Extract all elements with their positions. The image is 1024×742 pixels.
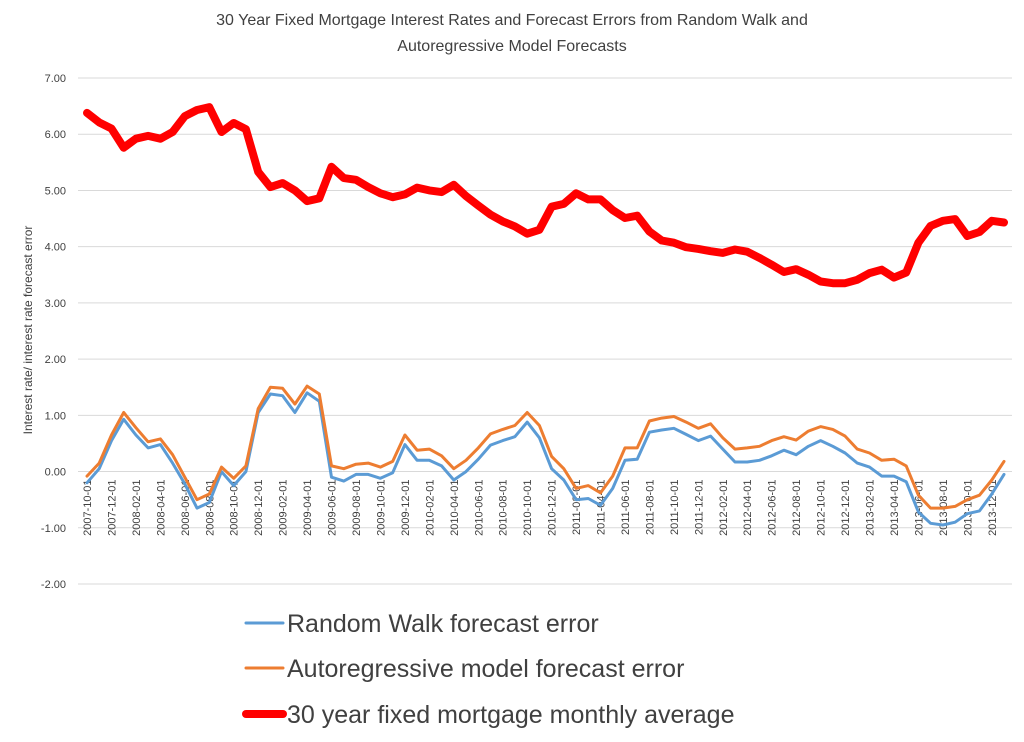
x-tick-label: 2010-06-01 bbox=[473, 480, 485, 536]
x-tick-label: 2010-08-01 bbox=[498, 480, 510, 536]
chart-title-line-2: Autoregressive Model Forecasts bbox=[397, 38, 626, 55]
x-tick-label: 2011-12-01 bbox=[693, 480, 705, 535]
x-axis-ticks: 2007-10-01 2007-12-01 2008-02-01 2008-04-01… bbox=[82, 480, 999, 536]
legend-label: 30 year fixed mortgage monthly average bbox=[287, 701, 734, 729]
y-axis-ticks: -2.00 -1.00 0.00 1.00 2.00 3.00 4.00 5.00 6.00 7.… bbox=[41, 73, 66, 591]
x-tick-label: 2007-12-01 bbox=[106, 480, 118, 536]
y-tick-label: 7.00 bbox=[45, 73, 66, 85]
x-tick-label: 2008-02-01 bbox=[131, 480, 143, 536]
x-tick-label: 2012-10-01 bbox=[816, 480, 828, 536]
x-tick-label: 2009-10-01 bbox=[375, 480, 387, 536]
y-tick-label: 3.00 bbox=[45, 298, 66, 310]
y-tick-label: 6.00 bbox=[45, 129, 66, 141]
x-tick-label: 2012-06-01 bbox=[767, 480, 779, 536]
x-tick-label: 2009-12-01 bbox=[400, 480, 412, 536]
y-axis-label: Interest rate/ interest rate forecast er… bbox=[21, 226, 35, 435]
x-tick-label: 2013-04-01 bbox=[889, 480, 901, 536]
x-tick-label: 2011-06-01 bbox=[620, 480, 632, 535]
chart-title-line-1: 30 Year Fixed Mortgage Interest Rates an… bbox=[216, 12, 808, 29]
x-tick-label: 2012-04-01 bbox=[742, 480, 754, 536]
x-tick-label: 2008-04-01 bbox=[155, 480, 167, 536]
y-tick-label: -1.00 bbox=[41, 523, 66, 535]
series-line-3 bbox=[83, 103, 1008, 288]
gridlines bbox=[78, 77, 1012, 585]
y-tick-label: 1.00 bbox=[45, 410, 66, 422]
x-tick-label: 2012-12-01 bbox=[840, 480, 852, 536]
legend-label: Autoregressive model forecast error bbox=[287, 655, 684, 683]
x-tick-label: 2011-08-01 bbox=[644, 480, 656, 535]
x-tick-label: 2009-06-01 bbox=[327, 480, 339, 536]
x-tick-label: 2009-08-01 bbox=[351, 480, 363, 536]
x-tick-label: 2010-02-01 bbox=[424, 480, 436, 536]
x-tick-label: 2013-12-01 bbox=[987, 480, 999, 536]
x-tick-label: 2010-04-01 bbox=[449, 480, 461, 536]
x-tick-label: 2010-12-01 bbox=[547, 480, 559, 536]
series-line-1 bbox=[85, 391, 1006, 527]
legend-label: Random Walk forecast error bbox=[287, 610, 599, 638]
y-tick-label: 5.00 bbox=[45, 185, 66, 197]
y-tick-label: 4.00 bbox=[45, 242, 66, 254]
x-tick-label: 2010-10-01 bbox=[522, 480, 534, 536]
x-tick-label: 2011-10-01 bbox=[669, 480, 681, 535]
x-tick-label: 2008-12-01 bbox=[253, 480, 265, 536]
x-tick-label: 2009-04-01 bbox=[302, 480, 314, 536]
x-tick-label: 2009-02-01 bbox=[278, 480, 290, 536]
y-tick-label: 0.00 bbox=[45, 467, 66, 479]
y-tick-label: 2.00 bbox=[45, 354, 66, 366]
x-tick-label: 2013-10-01 bbox=[962, 480, 974, 536]
x-tick-label: 2008-10-01 bbox=[229, 480, 241, 536]
legend: Random Walk forecast error Autoregressive… bbox=[242, 610, 734, 729]
y-tick-label: -2.00 bbox=[41, 579, 66, 591]
series-lines bbox=[83, 103, 1008, 527]
x-tick-label: 2011-02-01 bbox=[571, 480, 583, 535]
x-tick-label: 2013-02-01 bbox=[865, 480, 877, 536]
x-tick-label: 2012-08-01 bbox=[791, 480, 803, 536]
x-tick-label: 2007-10-01 bbox=[82, 480, 94, 536]
x-tick-label: 2012-02-01 bbox=[718, 480, 730, 536]
series-line-2 bbox=[85, 384, 1006, 510]
